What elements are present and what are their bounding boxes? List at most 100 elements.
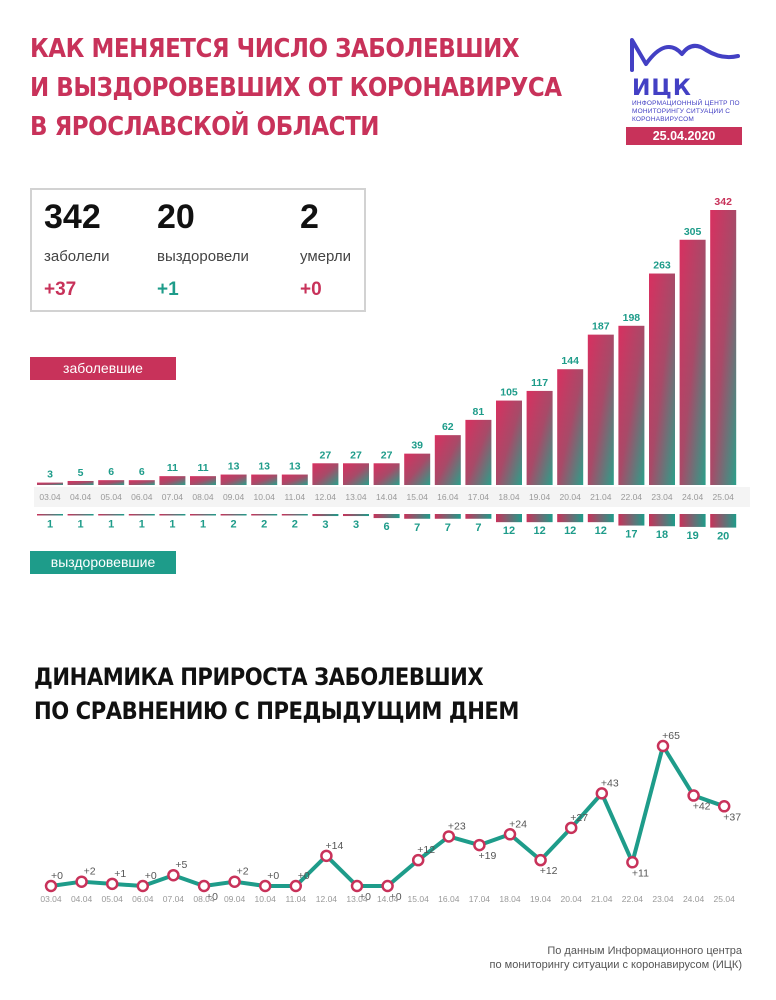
- bar-infected-label: 305: [684, 226, 702, 238]
- source-line-2: по мониторингу ситуации с коронавирусом …: [489, 959, 742, 971]
- increase-data-label: +23: [448, 820, 466, 832]
- x-tick-label: 05.04: [101, 492, 123, 502]
- bar-infected: [220, 474, 247, 485]
- bar-infected-label: 342: [714, 196, 732, 208]
- increase-data-label: +0: [206, 891, 218, 903]
- stat-infected-value: 342: [44, 198, 101, 236]
- bar-infected-label: 6: [108, 466, 114, 478]
- increase-data-label: +2: [84, 866, 96, 878]
- increase-point: [258, 879, 272, 893]
- bar-recovered-label: 12: [533, 525, 545, 537]
- bar-infected: [465, 419, 492, 485]
- increase-point: [687, 789, 700, 802]
- bar-recovered-label: 12: [564, 525, 576, 537]
- bar-recovered: [618, 514, 645, 526]
- bar-recovered-label: 12: [503, 525, 515, 537]
- bar-infected: [343, 463, 369, 485]
- increase-data-label: +0: [145, 870, 157, 882]
- x-tick-label: 23.04: [651, 492, 673, 502]
- section-title-line-1: ДИНАМИКА ПРИРОСТА ЗАБОЛЕВШИХ: [34, 663, 484, 691]
- page-title: КАК МЕНЯЕТСЯ ЧИСЛО ЗАБОЛЕВШИХ И ВЫЗДОРОВ…: [30, 30, 562, 147]
- increase-data-label: +2: [237, 866, 249, 878]
- bar-infected: [496, 400, 522, 485]
- bar-infected-label: 198: [623, 312, 641, 324]
- x-tick-label: 22.04: [622, 894, 644, 904]
- bar-infected-label: 5: [78, 467, 84, 479]
- increase-data-label: +65: [662, 730, 680, 742]
- bar-infected: [159, 476, 186, 485]
- bar-recovered-label: 2: [261, 519, 267, 531]
- cumulative-bar-chart: 303.041504.041605.041606.0411107.0411108…: [34, 196, 750, 543]
- bar-infected: [67, 480, 94, 485]
- bar-infected: [37, 482, 63, 485]
- bar-infected-label: 27: [381, 449, 393, 461]
- title-line-2: И ВЫЗДОРОВЕВШИХ ОТ КОРОНАВИРУСА: [30, 73, 562, 103]
- bar-infected-label: 27: [320, 449, 332, 461]
- bar-infected-label: 13: [289, 461, 301, 473]
- bar-recovered-label: 1: [47, 519, 53, 531]
- increase-data-label: +43: [601, 777, 619, 789]
- bar-recovered-label: 1: [139, 519, 145, 531]
- bar-infected: [190, 476, 216, 485]
- x-tick-label: 15.04: [407, 492, 429, 502]
- date-axis-band: [34, 487, 750, 507]
- title-line-3: В ЯРОСЛАВСКОЙ ОБЛАСТИ: [30, 112, 380, 142]
- x-tick-label: 24.04: [682, 492, 704, 502]
- increase-point: [167, 868, 180, 882]
- bar-infected: [373, 463, 400, 485]
- bar-infected-label: 117: [531, 377, 548, 389]
- increase-data-label: +0: [267, 870, 279, 882]
- bar-recovered: [343, 514, 369, 517]
- bar-recovered: [679, 514, 706, 527]
- bar-recovered: [159, 514, 186, 516]
- x-tick-label: 11.04: [285, 894, 306, 904]
- increase-point: [626, 856, 639, 869]
- legend-recovered: выздоровевшие: [30, 551, 176, 574]
- bar-infected: [434, 435, 461, 485]
- bar-recovered: [557, 514, 584, 523]
- increase-data-label: +12: [540, 865, 558, 877]
- increase-point: [136, 879, 150, 893]
- increase-data-label: +11: [632, 867, 649, 879]
- bar-recovered-label: 19: [686, 530, 698, 542]
- source-note: По данным Информационного центра по мони…: [490, 944, 742, 972]
- x-tick-label: 20.04: [561, 894, 583, 904]
- bar-infected: [251, 474, 278, 485]
- increase-point: [105, 877, 119, 891]
- increase-point: [411, 853, 425, 867]
- x-tick-label: 09.04: [223, 492, 245, 502]
- bar-infected-label: 187: [592, 321, 610, 333]
- bar-infected-label: 13: [258, 461, 270, 473]
- bar-recovered: [312, 514, 339, 517]
- bar-recovered: [649, 514, 675, 527]
- increase-point: [197, 879, 211, 893]
- stat-infected-delta: +37: [44, 279, 77, 300]
- stat-recovered-value: 20: [157, 198, 195, 236]
- bar-recovered: [710, 514, 737, 528]
- increase-point: [289, 879, 303, 893]
- x-tick-label: 16.04: [438, 894, 460, 904]
- x-tick-label: 14.04: [377, 894, 399, 904]
- daily-increase-line-chart: +003.04+204.04+105.04+006.04+507.04 +008.…: [40, 730, 741, 904]
- increase-point: [320, 849, 333, 863]
- stat-deaths-delta: +0: [300, 279, 322, 300]
- stat-infected-label: заболели: [44, 248, 110, 265]
- section-title-line-2: ПО СРАВНЕНИЮ С ПРЕДЫДУЩИМ ДНЕМ: [34, 697, 520, 725]
- increase-point: [503, 828, 517, 841]
- x-tick-label: 25.04: [713, 492, 735, 502]
- date-badge: 25.04.2020: [626, 127, 742, 145]
- legend-infected: заболевшие: [30, 357, 176, 380]
- x-tick-label: 20.04: [560, 492, 582, 502]
- bar-infected: [98, 480, 125, 485]
- increase-point: [717, 800, 731, 813]
- bar-recovered-label: 3: [322, 519, 328, 531]
- bar-infected-label: 13: [228, 461, 240, 473]
- x-tick-label: 15.04: [408, 894, 430, 904]
- bar-infected-label: 144: [561, 355, 579, 367]
- increase-point: [473, 838, 486, 852]
- increase-data-label: +37: [723, 811, 741, 823]
- bar-infected-label: 263: [653, 260, 671, 272]
- increase-point: [75, 875, 88, 888]
- x-tick-label: 06.04: [132, 894, 154, 904]
- bar-infected-label: 81: [473, 406, 485, 418]
